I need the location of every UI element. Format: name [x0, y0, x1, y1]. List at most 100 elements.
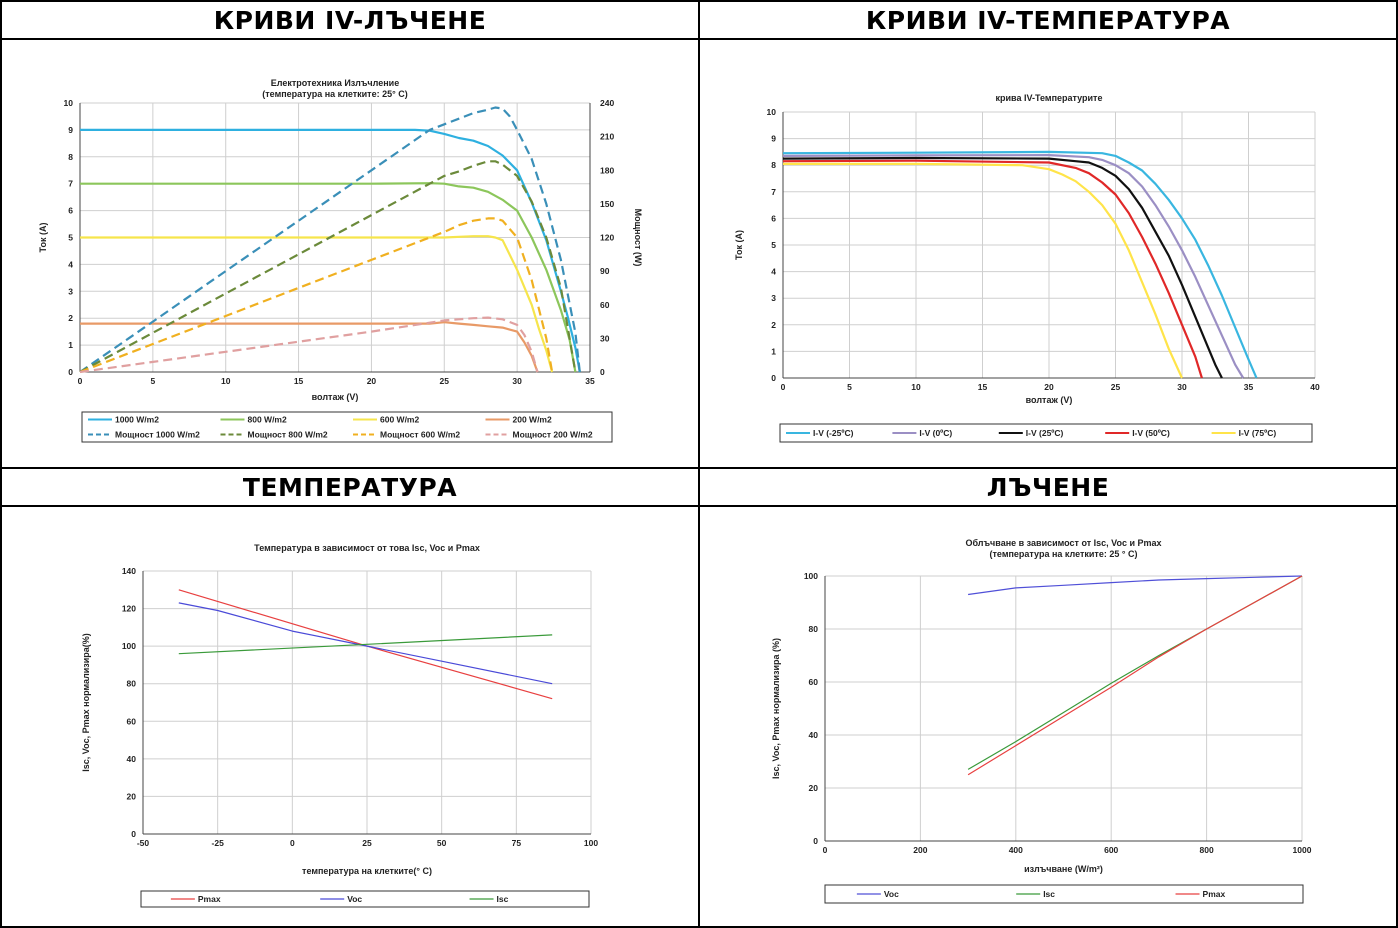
series-line-1 [80, 182, 577, 373]
y-tick-label: 10 [64, 98, 74, 108]
y-tick-label: 4 [68, 259, 73, 269]
legend-label-1: I-V (0ºC) [919, 428, 952, 438]
series-line-5 [79, 160, 577, 373]
y-tick-label: 8 [771, 160, 776, 170]
y2-tick-label: 60 [600, 300, 610, 310]
series-line-6 [79, 217, 554, 374]
y2-tick-label: 30 [600, 333, 610, 343]
chart-subtitle: (температура на клетките: 25° C) [262, 89, 407, 99]
x-tick-label: 200 [913, 845, 927, 855]
y-tick-label: 0 [131, 829, 136, 839]
x-tick-label: 0 [823, 845, 828, 855]
y-tick-label: 120 [122, 604, 136, 614]
x-tick-label: 800 [1200, 845, 1214, 855]
x-tick-label: 0 [78, 376, 83, 386]
x-tick-label: 0 [290, 838, 295, 848]
series-line-0 [782, 150, 1258, 379]
grid-line [698, 0, 700, 928]
y-tick-label: 100 [804, 571, 818, 581]
series-line-1 [782, 153, 1245, 379]
series-line-3 [782, 159, 1203, 379]
legend-box [824, 884, 1304, 904]
y2-tick-label: 0 [600, 367, 605, 377]
y-tick-label: 0 [68, 367, 73, 377]
x-tick-label: 5 [150, 376, 155, 386]
section-header-temperature: ТЕМПЕРАТУРА [242, 472, 458, 502]
y-tick-label: 100 [122, 641, 136, 651]
legend-label-0: 1000 W/m2 [115, 415, 159, 425]
x-tick-label: 20 [1044, 382, 1054, 392]
x-tick-label: 25 [362, 838, 372, 848]
x-tick-label: 35 [1244, 382, 1254, 392]
y-tick-label: 9 [771, 134, 776, 144]
y-tick-label: 1 [68, 340, 73, 350]
series-line-2 [782, 156, 1223, 379]
legend-label-1: 800 W/m2 [248, 415, 287, 425]
series-line-2 [80, 235, 554, 373]
legend-box [140, 890, 590, 908]
y2-tick-label: 240 [600, 98, 614, 108]
legend-label-1: Voc [347, 894, 362, 904]
y-tick-label: 1 [771, 346, 776, 356]
y-tick-label: 3 [68, 286, 73, 296]
x-tick-label: 75 [512, 838, 522, 848]
y2-tick-label: 180 [600, 165, 614, 175]
y-tick-label: 20 [809, 783, 819, 793]
legend-label-0: Voc [884, 889, 899, 899]
chart-title: крива IV-Температурите [996, 93, 1103, 103]
legend-label-6: Мощност 600 W/m2 [380, 430, 460, 440]
x-tick-label: -25 [212, 838, 225, 848]
x-tick-label: 10 [221, 376, 231, 386]
x-tick-label: 50 [437, 838, 447, 848]
x-tick-label: 10 [911, 382, 921, 392]
section-header-irradiance: ЛЪЧЕНЕ [986, 472, 1110, 502]
x-axis-label: температура на клетките(° C) [302, 866, 432, 876]
y2-tick-label: 150 [600, 199, 614, 209]
series-line-3 [80, 321, 539, 373]
y-tick-label: 2 [771, 320, 776, 330]
legend-label-4: I-V (75ºC) [1239, 428, 1277, 438]
y-tick-label: 0 [813, 836, 818, 846]
y-tick-label: 80 [127, 679, 137, 689]
x-tick-label: 30 [1177, 382, 1187, 392]
x-tick-label: 100 [584, 838, 598, 848]
legend-box [779, 423, 1313, 443]
x-tick-label: 5 [847, 382, 852, 392]
y-tick-label: 4 [771, 267, 776, 277]
grid-line [0, 0, 2, 928]
x-tick-label: 15 [978, 382, 988, 392]
legend-label-5: Мощност 800 W/m2 [248, 430, 328, 440]
x-tick-label: 15 [294, 376, 304, 386]
section-header-iv-irradiance: КРИВИ IV-ЛЪЧЕНЕ [213, 5, 487, 35]
legend-label-3: I-V (50ºC) [1132, 428, 1170, 438]
x-axis-label: излъчване (W/m²) [1024, 864, 1103, 874]
series-line-4 [783, 162, 1184, 379]
chart-temperature: Температура в зависимост от това Isc, Vo… [81, 543, 598, 908]
y-tick-label: 2 [68, 313, 73, 323]
x-tick-label: 600 [1104, 845, 1118, 855]
x-tick-label: 400 [1009, 845, 1023, 855]
legend-label-4: Мощност 1000 W/m2 [115, 430, 200, 440]
legend-label-1: Isc [1043, 889, 1055, 899]
y2-tick-label: 210 [600, 132, 614, 142]
legend-label-0: Pmax [198, 894, 221, 904]
series-line-0 [968, 575, 1303, 596]
chart-title: Облъчване в зависимост от Isc, Voc и Pma… [965, 538, 1161, 548]
x-tick-label: 1000 [1293, 845, 1312, 855]
x-tick-label: 25 [1111, 382, 1121, 392]
y-tick-label: 60 [127, 716, 137, 726]
y-tick-label: 8 [68, 152, 73, 162]
chart-title: Температура в зависимост от това Isc, Vo… [254, 543, 480, 553]
y-tick-label: 3 [771, 293, 776, 303]
x-tick-label: 25 [440, 376, 450, 386]
y2-axis-label: Мощност (W) [633, 209, 643, 267]
legend-label-3: 200 W/m2 [513, 415, 552, 425]
y-tick-label: 10 [767, 107, 777, 117]
series-line-1 [178, 602, 553, 685]
legend-label-2: 600 W/m2 [380, 415, 419, 425]
y-axis-label: Ток (A) [734, 230, 744, 260]
y2-tick-label: 120 [600, 233, 614, 243]
y-tick-label: 20 [127, 791, 137, 801]
